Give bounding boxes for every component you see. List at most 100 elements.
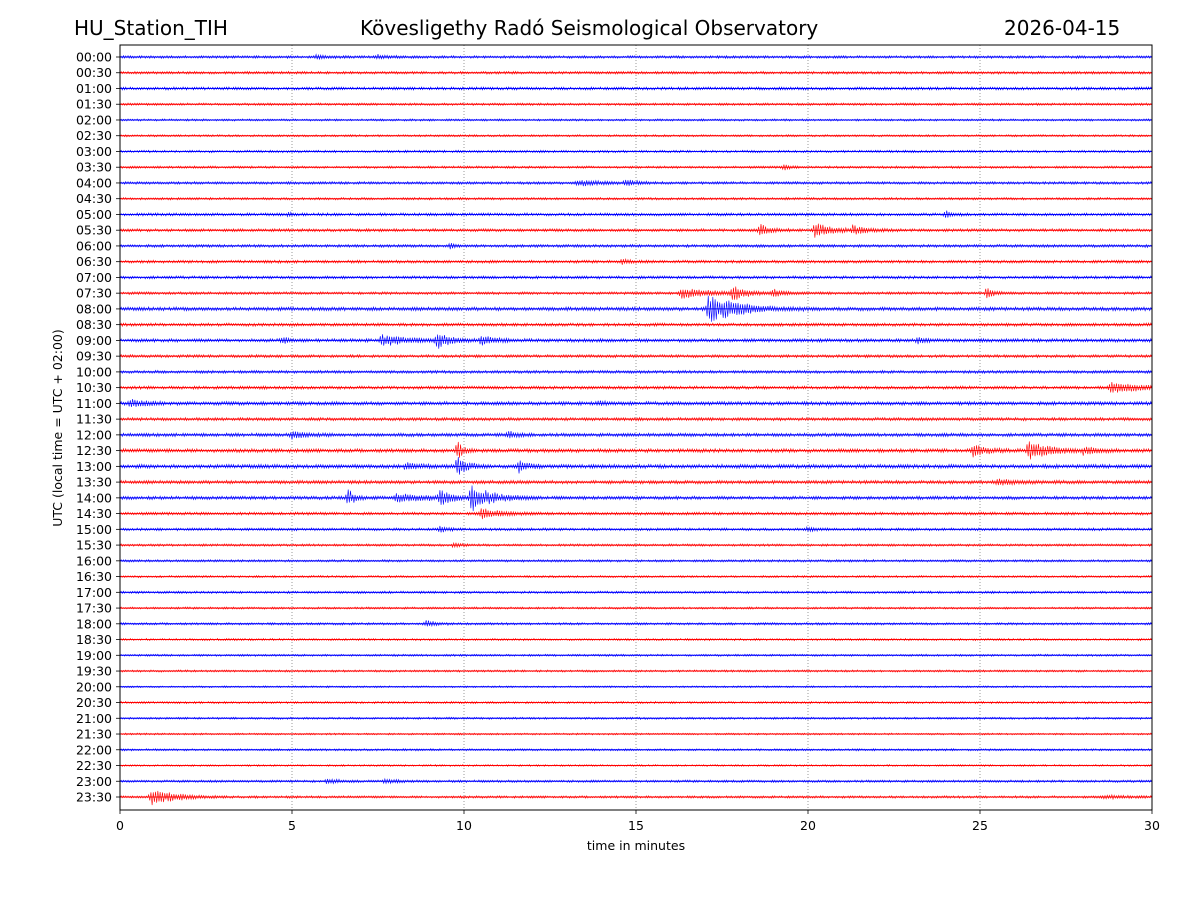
y-tick-label: 02:30 <box>76 128 112 143</box>
trace-0200 <box>119 118 1153 122</box>
y-tick-label: 04:30 <box>76 191 112 206</box>
y-tick-label: 08:00 <box>76 301 112 316</box>
y-tick-label: 23:00 <box>76 774 112 789</box>
trace-1500 <box>119 525 1153 533</box>
y-tick-label: 03:30 <box>76 160 112 175</box>
y-tick-label: 03:00 <box>76 144 112 159</box>
seismic-traces <box>119 53 1153 806</box>
trace-0600 <box>119 242 1153 250</box>
trace-1800 <box>119 620 1153 628</box>
trace-0300 <box>119 149 1153 154</box>
y-tick-label: 01:00 <box>76 81 112 96</box>
y-tick-label: 23:30 <box>76 790 112 805</box>
y-tick-label: 00:30 <box>76 65 112 80</box>
y-tick-label: 05:00 <box>76 207 112 222</box>
x-tick-label: 0 <box>116 818 124 833</box>
trace-2230 <box>119 763 1153 768</box>
x-axis-label: time in minutes <box>587 838 685 853</box>
y-tick-label: 20:30 <box>76 695 112 710</box>
y-tick-label: 05:30 <box>76 223 112 238</box>
y-tick-label: 17:30 <box>76 601 112 616</box>
x-tick-label: 30 <box>1144 818 1160 833</box>
x-tick-label: 5 <box>288 818 296 833</box>
trace-0930 <box>119 353 1153 359</box>
y-tick-label: 16:30 <box>76 569 112 584</box>
y-tick-label: 11:30 <box>76 412 112 427</box>
trace-2100 <box>119 716 1153 721</box>
y-tick-label: 12:30 <box>76 443 112 458</box>
y-tick-label: 10:30 <box>76 380 112 395</box>
trace-0900 <box>119 334 1153 349</box>
y-tick-label: 09:00 <box>76 333 112 348</box>
trace-2200 <box>119 748 1153 752</box>
trace-1100 <box>119 398 1153 407</box>
trace-1600 <box>119 558 1153 563</box>
y-tick-label: 20:00 <box>76 679 112 694</box>
trace-2330 <box>119 790 1153 806</box>
y-tick-label: 15:00 <box>76 522 112 537</box>
y-tick-label: 12:00 <box>76 427 112 442</box>
y-tick-label: 00:00 <box>76 50 112 65</box>
trace-1230 <box>119 441 1153 460</box>
trace-1430 <box>119 508 1153 520</box>
station-name: HU_Station_TIH <box>74 16 228 40</box>
x-tick-label: 20 <box>800 818 816 833</box>
y-tick-label: 17:00 <box>76 585 112 600</box>
y-tick-label: 06:30 <box>76 254 112 269</box>
y-tick-label: 04:00 <box>76 175 112 190</box>
trace-1530 <box>119 541 1153 549</box>
y-tick-label: 18:30 <box>76 632 112 647</box>
y-tick-label: 07:30 <box>76 286 112 301</box>
chart-date: 2026-04-15 <box>1004 16 1121 40</box>
chart-title: Kövesligethy Radó Seismological Observat… <box>360 16 819 40</box>
trace-0500 <box>119 210 1153 218</box>
y-tick-label: 02:00 <box>76 112 112 127</box>
trace-1830 <box>119 637 1153 642</box>
y-tick-label: 22:30 <box>76 758 112 773</box>
y-tick-label: 07:00 <box>76 270 112 285</box>
trace-0630 <box>119 257 1153 265</box>
y-tick-label: 09:30 <box>76 349 112 364</box>
x-axis-ticks: 0 5 10 15 20 25 30 <box>116 810 1160 833</box>
y-tick-label: 19:30 <box>76 664 112 679</box>
trace-1000 <box>119 369 1153 375</box>
trace-2030 <box>119 700 1153 705</box>
y-tick-label: 14:30 <box>76 506 112 521</box>
y-tick-label: 11:00 <box>76 396 112 411</box>
y-tick-label: 10:00 <box>76 364 112 379</box>
y-tick-label: 16:00 <box>76 553 112 568</box>
y-tick-label: 14:00 <box>76 490 112 505</box>
trace-0800 <box>119 295 1153 322</box>
trace-1730 <box>119 606 1153 610</box>
y-tick-label: 18:00 <box>76 616 112 631</box>
trace-1200 <box>119 430 1153 440</box>
trace-0030 <box>119 70 1153 75</box>
trace-0330 <box>119 164 1153 171</box>
y-tick-label: 13:30 <box>76 475 112 490</box>
trace-1900 <box>119 653 1153 658</box>
x-tick-label: 15 <box>628 818 644 833</box>
grid-lines <box>291 45 981 810</box>
trace-0430 <box>119 196 1153 201</box>
y-tick-label: 19:00 <box>76 648 112 663</box>
y-axis-label: UTC (local time = UTC + 02:00) <box>50 329 65 527</box>
trace-0100 <box>119 86 1153 91</box>
trace-1330 <box>119 478 1153 486</box>
trace-0530 <box>119 223 1153 238</box>
trace-1400 <box>119 485 1153 512</box>
x-tick-label: 25 <box>972 818 988 833</box>
y-tick-label: 21:00 <box>76 711 112 726</box>
trace-2300 <box>119 777 1153 785</box>
trace-0000 <box>119 53 1153 61</box>
y-tick-label: 21:30 <box>76 727 112 742</box>
trace-1700 <box>119 590 1153 595</box>
trace-1130 <box>119 416 1153 422</box>
y-tick-label: 06:00 <box>76 238 112 253</box>
trace-0230 <box>119 133 1153 138</box>
trace-1300 <box>119 456 1153 475</box>
trace-1030 <box>119 381 1153 393</box>
y-axis-ticks: 00:0000:3001:0001:3002:0002:3003:0003:30… <box>76 50 120 805</box>
y-tick-label: 01:30 <box>76 97 112 112</box>
y-tick-label: 13:00 <box>76 459 112 474</box>
